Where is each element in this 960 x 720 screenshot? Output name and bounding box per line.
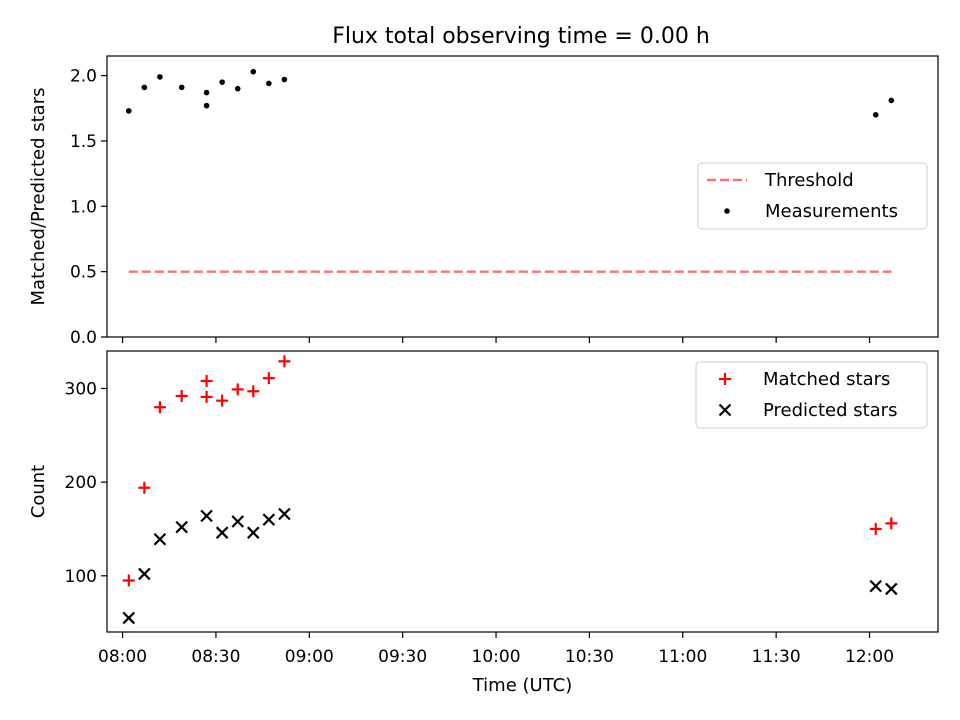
measurements-point xyxy=(203,102,210,109)
predicted-stars-point xyxy=(153,532,167,546)
predicted-stars-point-b xyxy=(869,579,883,593)
predicted-stars-point-b xyxy=(138,567,151,581)
legend-swatch-1-b xyxy=(718,403,732,417)
predicted-stars-point xyxy=(215,526,229,539)
x-tick-label: 12:00 xyxy=(845,647,894,667)
x-tick-label: 11:30 xyxy=(752,647,801,667)
matched-stars-point xyxy=(231,383,244,396)
measurements-point xyxy=(266,80,272,87)
predicted-stars-point-b xyxy=(175,520,188,534)
x-axis-label: Time (UTC) xyxy=(472,675,573,696)
measurements-point xyxy=(125,108,132,114)
y-tick-label: 100 xyxy=(65,567,97,587)
y-tick-label: 1.5 xyxy=(70,132,97,152)
bottom-panel: 100 200 300 08:00 08:30 09:00 09:30 10:00 10:30 1… xyxy=(28,350,939,696)
legend-label: Measurements xyxy=(765,201,898,222)
predicted-stars-point-b xyxy=(262,513,276,526)
chart-title: Flux total observing time = 0.00 h xyxy=(332,24,710,49)
predicted-stars-point xyxy=(200,509,213,523)
x-tick-label: 10:00 xyxy=(472,647,521,667)
predicted-stars-point-b xyxy=(231,515,244,528)
predicted-stars-point xyxy=(278,507,291,521)
predicted-stars-point xyxy=(869,579,883,593)
y-tick-label: 200 xyxy=(65,473,97,493)
x-tick-label: 10:30 xyxy=(565,647,614,667)
matched-stars-point xyxy=(885,517,898,530)
y-tick-label: 0.5 xyxy=(70,263,97,283)
legend-box xyxy=(697,162,928,230)
y-tick-label: 2.0 xyxy=(70,67,97,87)
measurements-point xyxy=(872,112,879,118)
measurements-point xyxy=(250,68,257,75)
y-axis-label: Count xyxy=(28,465,49,518)
predicted-stars-point xyxy=(175,520,188,534)
measurements-point xyxy=(219,79,225,85)
axes-frame xyxy=(106,55,939,338)
x-tick-label: 11:00 xyxy=(658,647,707,667)
predicted-stars-point-b xyxy=(122,611,136,625)
measurements-point xyxy=(888,97,895,104)
legend-label: Matched stars xyxy=(763,369,890,390)
predicted-stars-point-b xyxy=(247,526,260,539)
legend-swatch-1 xyxy=(724,208,730,214)
measurements-point xyxy=(141,84,148,91)
x-tick-label: 09:00 xyxy=(285,647,334,667)
matched-stars-point xyxy=(278,355,291,368)
matched-stars-point xyxy=(122,574,135,587)
matched-stars-point xyxy=(200,374,213,387)
predicted-stars-point-b xyxy=(215,526,229,539)
x-tick-label: 09:30 xyxy=(378,647,427,667)
predicted-stars-point xyxy=(885,582,898,596)
legend-swatch-0 xyxy=(719,373,731,385)
measurements-point xyxy=(234,85,241,92)
legend-swatch-1 xyxy=(718,403,732,417)
legend-label: Predicted stars xyxy=(763,400,897,421)
predicted-stars-point-b xyxy=(200,509,213,523)
matched-stars-point xyxy=(153,401,166,414)
y-tick-label: 1.0 xyxy=(70,197,97,217)
predicted-stars-point xyxy=(122,611,136,625)
legend-box xyxy=(695,361,928,429)
legend: Threshold Measurements xyxy=(697,162,928,230)
measurements-point xyxy=(178,84,185,91)
matched-stars-point xyxy=(200,390,213,403)
top-panel: 0.0 0.5 1.0 1.5 2.0 Matched/Predicted stars Th… xyxy=(28,55,939,348)
predicted-stars-point-b xyxy=(278,507,291,521)
predicted-stars-point xyxy=(231,515,244,528)
y-axis-label: Matched/Predicted stars xyxy=(28,88,49,306)
y-tick-label: 300 xyxy=(65,379,97,399)
predicted-stars-point-b xyxy=(885,582,898,596)
axes-frame xyxy=(106,350,939,633)
matched-stars-point xyxy=(247,385,260,398)
legend: Matched stars Predicted stars xyxy=(695,361,928,429)
predicted-stars-point xyxy=(262,513,276,526)
matched-stars-point xyxy=(138,481,151,494)
matched-stars-point xyxy=(175,389,188,402)
matched-stars-point xyxy=(869,522,882,535)
predicted-stars-point xyxy=(247,526,260,539)
y-tick-label: 0.0 xyxy=(70,328,97,348)
matched-stars-point xyxy=(216,394,229,407)
matched-stars-point xyxy=(262,372,275,385)
measurements-point xyxy=(281,76,288,83)
predicted-stars-point xyxy=(138,567,151,581)
measurements-point xyxy=(203,89,210,96)
legend-label: Threshold xyxy=(764,170,854,191)
x-tick-label: 08:30 xyxy=(191,647,240,667)
measurements-point xyxy=(157,74,163,80)
predicted-stars-point-b xyxy=(153,532,167,546)
x-tick-label: 08:00 xyxy=(98,647,147,667)
